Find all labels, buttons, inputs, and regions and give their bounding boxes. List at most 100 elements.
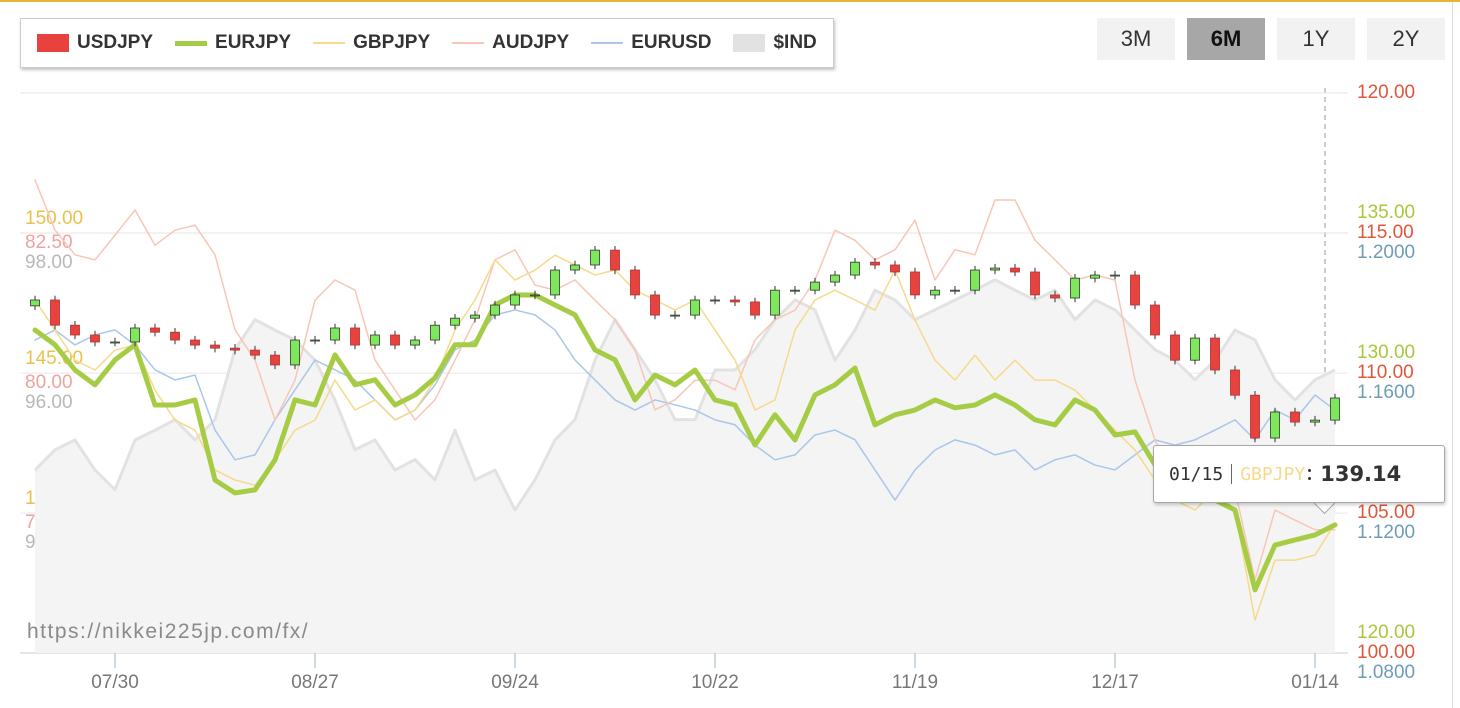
watermark: https://nikkei225jp.com/fx/ [27, 620, 310, 643]
candle-body [890, 264, 900, 273]
candle-body [250, 349, 260, 356]
legend-marker [37, 34, 69, 52]
candle-body [910, 271, 920, 296]
range-button[interactable]: 1Y [1277, 18, 1355, 60]
legend: USDJPY EURJPY GBPJPY AUDJPY EURUSD $IND [20, 18, 834, 68]
legend-item: AUDJPY [452, 32, 569, 54]
candle-body [830, 274, 840, 283]
y-tick-label: 120.00 [1357, 622, 1415, 643]
candle-body [290, 339, 300, 366]
candle-body [30, 299, 40, 307]
candle-body [730, 299, 740, 303]
y-tick-label: 130.00 [1357, 342, 1415, 363]
legend-label: EURUSD [631, 32, 712, 53]
y-tick-label: 96.00 [25, 392, 73, 413]
legend-item: $IND [733, 32, 817, 54]
y-tick-label: 110.00 [1357, 362, 1414, 383]
tooltip-date: 01/15 [1169, 463, 1224, 485]
candle-body [1190, 337, 1200, 361]
y-tick-label: 105.00 [1357, 502, 1415, 523]
legend-swatch [452, 42, 485, 44]
candle-body [710, 299, 720, 302]
candle-body [470, 314, 480, 319]
y-tick-label: 120.00 [1357, 82, 1415, 103]
candle-body [430, 324, 440, 341]
legend-label: AUDJPY [492, 32, 570, 53]
legend-marker [591, 34, 624, 52]
candle-body [1230, 369, 1240, 396]
y-tick-label: 80.00 [25, 372, 73, 393]
legend-marker [313, 34, 346, 52]
area-fill [35, 279, 1335, 653]
candle-body [570, 264, 580, 271]
candle-body [170, 331, 180, 341]
legend-swatch [313, 42, 346, 44]
candle-body [610, 249, 620, 271]
candle-body [390, 334, 400, 346]
candle-body [1310, 419, 1320, 423]
candle-body [930, 289, 940, 296]
range-button[interactable]: 6M [1187, 18, 1265, 60]
candle-body [1170, 334, 1180, 361]
candle-body [350, 327, 360, 346]
candle-body [450, 317, 460, 326]
top-border [0, 0, 1460, 2]
candle-body [950, 289, 960, 292]
legend-marker [452, 34, 485, 52]
x-tick-label: 08/27 [291, 672, 339, 693]
y-tick-label: 98.00 [25, 252, 73, 273]
y-tick-label: 115.00 [1357, 222, 1414, 243]
y-tick-label: 100.00 [1357, 642, 1415, 663]
range-buttons: 3M 6M 1Y 2Y [1097, 18, 1445, 60]
candle-body [150, 327, 160, 333]
candle-body [770, 289, 780, 316]
candle-body [530, 294, 540, 297]
range-button[interactable]: 3M [1097, 18, 1175, 60]
candle-body [1290, 411, 1300, 423]
legend-item: GBPJPY [313, 32, 430, 54]
legend-swatch [733, 34, 766, 52]
candle-body [1330, 397, 1340, 421]
right-border [1452, 2, 1453, 708]
legend-swatch [37, 34, 69, 52]
candle-body [370, 334, 380, 346]
candle-body [1210, 337, 1220, 371]
candle-body [410, 339, 420, 346]
candle-body [990, 267, 1000, 271]
x-tick-label: 10/22 [691, 672, 739, 693]
tooltip-separator [1231, 464, 1233, 484]
candle-body [750, 301, 760, 316]
legend-label: GBPJPY [353, 32, 431, 53]
legend-marker [175, 34, 208, 52]
candle-body [310, 339, 320, 342]
candle-body [90, 334, 100, 343]
x-tick-label: 07/30 [91, 672, 139, 693]
y-tick-label: 1.0800 [1357, 662, 1415, 683]
candle-body [1130, 274, 1140, 306]
candle-body [270, 354, 280, 366]
candle-body [190, 339, 200, 346]
candle-body [1150, 304, 1160, 336]
tooltip-series: GBPJPY [1240, 463, 1306, 485]
y-tick-label: 150.00 [25, 208, 83, 229]
legend-marker [733, 34, 766, 52]
legend-swatch [591, 42, 624, 44]
candle-body [1070, 277, 1080, 299]
y-tick-label: 1.1200 [1357, 522, 1415, 543]
legend-label: EURJPY [215, 32, 292, 53]
candle-body [1250, 394, 1260, 439]
legend-label: $IND [773, 32, 817, 53]
candle-body [650, 294, 660, 316]
legend-label: USDJPY [77, 32, 154, 53]
candle-body [970, 269, 980, 291]
tooltip-colon [1308, 468, 1312, 480]
candle-body [50, 299, 60, 326]
legend-item: USDJPY [37, 32, 153, 54]
candle-body [810, 281, 820, 291]
candle-body [870, 261, 880, 266]
candle-body [1270, 411, 1280, 439]
range-button[interactable]: 2Y [1367, 18, 1445, 60]
candle-body [790, 289, 800, 292]
candle-body [110, 341, 120, 344]
x-tick-label: 09/24 [491, 672, 539, 693]
